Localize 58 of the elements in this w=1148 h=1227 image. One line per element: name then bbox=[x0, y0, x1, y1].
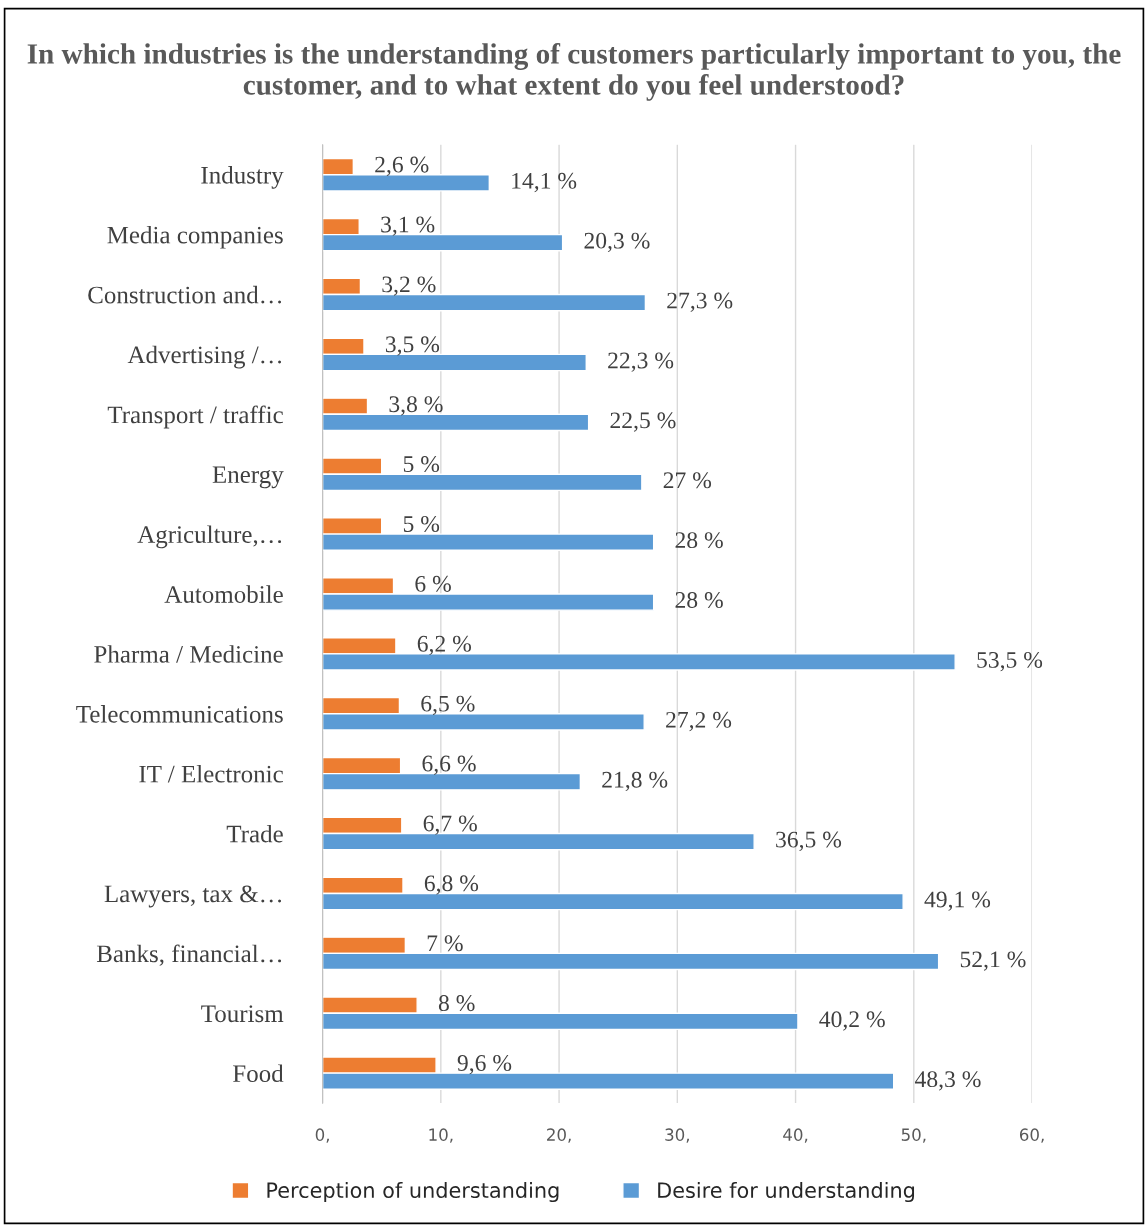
x-tick-label: 30, bbox=[665, 1128, 689, 1143]
y-tick-label: Construction and… bbox=[88, 285, 282, 304]
x-tick-label: 10, bbox=[429, 1128, 453, 1143]
data-label: 20,3 % bbox=[584, 232, 650, 253]
y-tick-label: Automobile bbox=[164, 585, 283, 603]
data-label: 3,2 % bbox=[382, 276, 436, 296]
x-tick-label: 50, bbox=[901, 1128, 926, 1143]
data-label: 48,3 % bbox=[915, 1071, 981, 1091]
data-label: 27,2 % bbox=[666, 711, 732, 732]
x-tick-label: 60, bbox=[1019, 1128, 1044, 1143]
data-label: 27 % bbox=[663, 472, 712, 489]
y-tick-label: Media companies bbox=[107, 225, 283, 249]
data-label: 7 % bbox=[427, 935, 463, 952]
data-label: 36,5 % bbox=[776, 831, 842, 851]
data-label: 6,5 % bbox=[421, 695, 475, 715]
y-tick-label: Pharma / Medicine bbox=[94, 645, 283, 663]
data-label: 6,7 % bbox=[423, 815, 477, 835]
y-tick-label: IT / Electronic bbox=[139, 764, 283, 783]
data-label: 22,3 % bbox=[608, 352, 674, 372]
data-label: 3,1 % bbox=[381, 216, 435, 236]
data-label: 53,5 % bbox=[977, 651, 1043, 672]
data-label: 3,8 % bbox=[389, 396, 443, 416]
data-label: 9,6 % bbox=[457, 1055, 512, 1075]
data-label: 22,5 % bbox=[610, 412, 676, 432]
y-tick-label: Trade bbox=[226, 824, 283, 843]
data-label: 6,6 % bbox=[422, 755, 476, 775]
data-label: 6,2 % bbox=[417, 635, 472, 656]
y-tick-label: Transport / traffic bbox=[107, 405, 283, 429]
x-tick-label: 40, bbox=[783, 1128, 808, 1143]
data-label: 2,6 % bbox=[375, 156, 429, 176]
y-tick-label: Food bbox=[233, 1064, 284, 1083]
data-label: 6,8 % bbox=[424, 875, 479, 895]
y-tick-label: Agriculture,… bbox=[137, 525, 282, 549]
data-label: 28 % bbox=[675, 592, 723, 609]
y-tick-label: Energy bbox=[212, 466, 284, 489]
data-label: 3,5 % bbox=[385, 336, 440, 356]
data-label: 21,8 % bbox=[602, 771, 668, 792]
y-tick-label: Lawyers, tax &… bbox=[104, 885, 282, 908]
data-label: 5 % bbox=[403, 515, 440, 532]
chart-title: In which industries is the understanding of customers particularly important to you, the customer, and to what extent do you feel understood? bbox=[27, 42, 1121, 101]
legend-label: Desire for understanding bbox=[658, 1181, 915, 1203]
y-tick-label: Tourism bbox=[201, 1005, 284, 1023]
data-label: 8 % bbox=[438, 995, 475, 1012]
data-label: 14,1 % bbox=[512, 172, 577, 193]
x-tick-label: 20, bbox=[547, 1128, 571, 1143]
data-label: 6 % bbox=[415, 575, 451, 592]
data-label: 27,3 % bbox=[667, 292, 733, 312]
legend-label: Perception of understanding bbox=[267, 1181, 559, 1203]
data-label: 40,2 % bbox=[819, 1011, 885, 1031]
y-tick-label: Telecommunications bbox=[76, 705, 283, 723]
data-label: 28 % bbox=[675, 532, 723, 549]
data-label: 52,1 % bbox=[960, 951, 1026, 971]
data-label: 5 % bbox=[403, 456, 440, 473]
y-tick-label: Industry bbox=[201, 166, 284, 189]
x-tick-label: 0, bbox=[315, 1128, 329, 1143]
y-tick-label: Advertising /… bbox=[127, 345, 282, 369]
data-label: 49,1 % bbox=[924, 891, 991, 911]
y-tick-label: Banks, financial… bbox=[96, 944, 282, 966]
